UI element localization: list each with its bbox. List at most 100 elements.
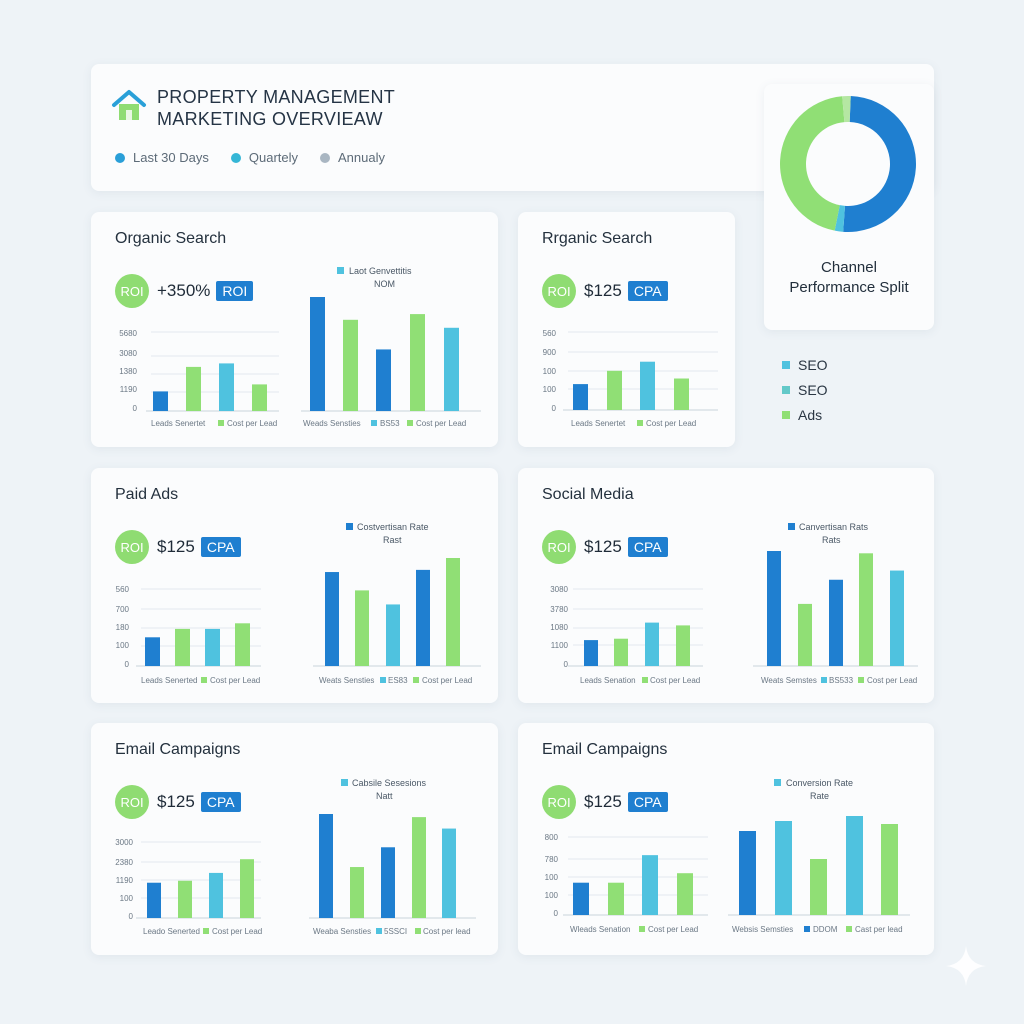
legend-label: Leads Senerted bbox=[141, 676, 198, 685]
legend-label: Cost per Lead bbox=[648, 925, 698, 934]
metric-type-badge: ROI bbox=[216, 281, 254, 301]
chart-title: Costvertisan Rate bbox=[357, 522, 429, 532]
y-tick-label: 800 bbox=[545, 833, 559, 842]
bar bbox=[153, 391, 168, 411]
legend-swatch bbox=[858, 677, 864, 683]
roi-metric: ROI +350% ROI bbox=[115, 274, 254, 308]
legend-label: ES83 bbox=[388, 676, 408, 685]
bar bbox=[584, 640, 598, 666]
bar bbox=[859, 553, 873, 666]
bar bbox=[205, 628, 220, 666]
legend-label: SEO bbox=[798, 356, 828, 373]
donut-caption-line-1: Channel bbox=[821, 259, 877, 276]
legend-label: DDOM bbox=[813, 925, 838, 934]
filter-dot-icon bbox=[320, 152, 331, 163]
legend-swatch bbox=[337, 267, 344, 274]
legend-item: SEO bbox=[782, 352, 828, 377]
legend-label: Weats Sensties bbox=[319, 676, 374, 685]
legend-swatch bbox=[376, 928, 382, 934]
y-tick-label: 900 bbox=[543, 348, 557, 357]
filter-quarterly[interactable]: Quartely bbox=[230, 150, 299, 165]
metric-value: $125 bbox=[157, 537, 195, 556]
bar bbox=[325, 572, 339, 666]
bar bbox=[573, 882, 589, 915]
metric-value: $125 bbox=[584, 281, 622, 300]
legend-label: Cost per Lead bbox=[650, 676, 700, 685]
panel-social-media: Social Media ROI $125 CPA 3080 3780 1080… bbox=[518, 468, 934, 703]
bar bbox=[416, 569, 430, 666]
legend-label: Leads Senation bbox=[580, 676, 636, 685]
panel-charts: 5680 3080 1380 1190 0 Leads Senertet Cos… bbox=[119, 266, 481, 428]
metric-value: $125 bbox=[584, 792, 622, 811]
filter-label: Annualy bbox=[338, 150, 385, 165]
bar bbox=[178, 880, 192, 918]
bar bbox=[573, 384, 588, 410]
panel-title: Organic Search bbox=[115, 230, 227, 247]
large-bar-chart: Cabsile Sesesions Natt Weaba Sensties 5S… bbox=[309, 778, 476, 936]
legend-label: SEO bbox=[798, 381, 828, 398]
bar bbox=[739, 831, 756, 915]
chart-subtitle: Rats bbox=[822, 535, 841, 545]
channel-legend: SEO SEO Ads bbox=[782, 352, 828, 427]
bar bbox=[798, 603, 812, 666]
y-tick-label: 180 bbox=[116, 623, 130, 632]
bar bbox=[252, 384, 267, 411]
bar bbox=[674, 378, 689, 410]
date-range-filters: Last 30 Days Quartely Annualy bbox=[115, 150, 385, 165]
legend-swatch bbox=[218, 420, 224, 426]
legend-swatch bbox=[774, 779, 781, 786]
donut-segment bbox=[780, 96, 845, 231]
roi-badge: ROI bbox=[542, 530, 576, 564]
bar bbox=[640, 361, 655, 410]
chart-title: Laot Genvettitis bbox=[349, 266, 412, 276]
bar bbox=[645, 622, 659, 666]
bar bbox=[442, 828, 456, 918]
bar bbox=[881, 824, 898, 915]
small-bar-chart: 5680 3080 1380 1190 0 Leads Senertet Cos… bbox=[119, 329, 279, 428]
roi-metric: ROI $125 CPA bbox=[542, 530, 668, 564]
y-tick-label: 780 bbox=[545, 855, 559, 864]
legend-label: Cost per lead bbox=[423, 927, 471, 936]
bar bbox=[319, 814, 333, 918]
y-tick-label: 1190 bbox=[116, 876, 134, 885]
bar bbox=[444, 327, 459, 411]
filter-label: Quartely bbox=[248, 150, 299, 165]
bar bbox=[410, 314, 425, 411]
y-tick-label: 100 bbox=[120, 894, 134, 903]
large-bar-chart: Laot Genvettitis NOM Weads Sensties BS53… bbox=[301, 266, 481, 428]
legend-label: Weats Semstes bbox=[761, 676, 817, 685]
metric-value: +350% bbox=[157, 281, 211, 300]
legend-label: Leado Senerted bbox=[143, 927, 200, 936]
y-tick-label: 100 bbox=[116, 641, 130, 650]
panel-charts: 3000 2380 1190 100 0 Leado Senerted Cost… bbox=[115, 778, 476, 936]
filter-dot-icon bbox=[115, 152, 125, 163]
bar bbox=[145, 637, 160, 666]
panel-charts: 800 780 100 100 0 Wleads Senation Cost p… bbox=[545, 778, 910, 934]
legend-swatch bbox=[413, 677, 419, 683]
filter-annually[interactable]: Annualy bbox=[320, 150, 385, 165]
y-tick-label: 560 bbox=[116, 585, 130, 594]
y-tick-label: 3080 bbox=[119, 349, 137, 358]
bar bbox=[350, 867, 364, 918]
y-tick-label: 3780 bbox=[550, 605, 568, 614]
metric-type-badge: CPA bbox=[200, 792, 241, 812]
legend-label: Cost per Lead bbox=[867, 676, 917, 685]
legend-swatch bbox=[637, 420, 643, 426]
panel-charts: 560 700 180 100 0 Leads Senerted Cost pe… bbox=[116, 522, 481, 685]
small-bar-chart: 3000 2380 1190 100 0 Leado Senerted Cost… bbox=[115, 838, 262, 936]
roi-badge: ROI bbox=[115, 530, 149, 564]
legend-swatch bbox=[201, 677, 207, 683]
legend-label: Cost per Lead bbox=[646, 419, 696, 428]
metric-value: $125 bbox=[157, 792, 195, 811]
metric-type-badge: CPA bbox=[627, 537, 668, 557]
chart-title: Canvertisan Rats bbox=[799, 522, 869, 532]
y-tick-label: 5680 bbox=[119, 329, 137, 338]
y-tick-label: 2380 bbox=[115, 858, 133, 867]
bar bbox=[846, 816, 863, 915]
filter-last-30-days[interactable]: Last 30 Days bbox=[115, 150, 209, 165]
bar bbox=[775, 821, 792, 915]
panel-title: Paid Ads bbox=[115, 486, 179, 503]
bar bbox=[147, 882, 161, 918]
roi-badge: ROI bbox=[542, 274, 576, 308]
legend-label: Cost per Lead bbox=[227, 419, 277, 428]
